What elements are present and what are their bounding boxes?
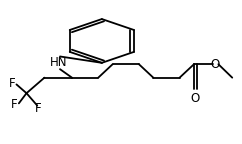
Text: F: F	[35, 102, 42, 115]
Text: F: F	[9, 77, 15, 90]
Text: O: O	[211, 58, 220, 71]
Text: O: O	[191, 92, 200, 105]
Text: F: F	[11, 98, 18, 111]
Text: HN: HN	[50, 56, 68, 69]
